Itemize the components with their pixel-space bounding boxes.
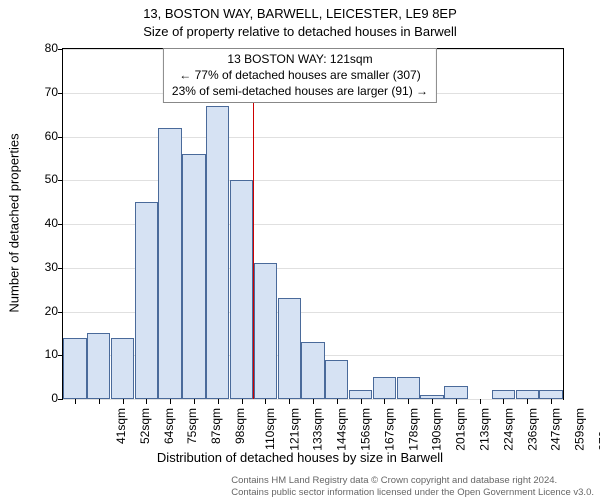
annotation-line-2: ← 77% of detached houses are smaller (30… xyxy=(172,67,428,83)
histogram-bar xyxy=(492,390,515,399)
xtick-mark xyxy=(265,399,266,404)
x-axis-label: Distribution of detached houses by size … xyxy=(0,450,600,465)
xtick-mark xyxy=(432,399,433,404)
xtick-mark xyxy=(503,399,504,404)
xtick-label: 178sqm xyxy=(406,408,420,451)
chart-subtitle: Size of property relative to detached ho… xyxy=(0,24,600,39)
ytick-label: 60 xyxy=(45,129,58,143)
chart-title: 13, BOSTON WAY, BARWELL, LEICESTER, LE9 … xyxy=(0,6,600,21)
chart-container: 13, BOSTON WAY, BARWELL, LEICESTER, LE9 … xyxy=(0,0,600,500)
xtick-label: 110sqm xyxy=(263,408,277,450)
xtick-label: 259sqm xyxy=(573,408,587,451)
histogram-bar xyxy=(349,390,372,399)
xtick-mark xyxy=(99,399,100,404)
histogram-bar xyxy=(444,386,467,399)
annotation-box: 13 BOSTON WAY: 121sqm ← 77% of detached … xyxy=(163,48,437,103)
histogram-bar xyxy=(278,298,301,399)
xtick-label: 167sqm xyxy=(383,408,397,451)
xtick-mark xyxy=(242,399,243,404)
annotation-line-3: 23% of semi-detached houses are larger (… xyxy=(172,83,428,99)
xtick-mark xyxy=(408,399,409,404)
xtick-mark xyxy=(146,399,147,404)
xtick-label: 52sqm xyxy=(138,408,152,444)
xtick-mark xyxy=(123,399,124,404)
histogram-bar xyxy=(325,360,348,399)
ytick-label: 80 xyxy=(45,41,58,55)
xtick-mark xyxy=(527,399,528,404)
xtick-label: 224sqm xyxy=(502,408,516,451)
histogram-bar xyxy=(397,377,420,399)
xtick-label: 75sqm xyxy=(185,408,199,444)
histogram-bar xyxy=(87,333,110,399)
xtick-mark xyxy=(361,399,362,404)
ytick-mark xyxy=(58,137,63,138)
ytick-mark xyxy=(58,399,63,400)
xtick-mark xyxy=(337,399,338,404)
xtick-label: 156sqm xyxy=(359,408,373,451)
ytick-mark xyxy=(58,268,63,269)
ytick-mark xyxy=(58,312,63,313)
histogram-bar xyxy=(111,338,134,399)
gridline xyxy=(63,137,563,138)
histogram-bar xyxy=(135,202,158,399)
xtick-mark xyxy=(218,399,219,404)
xtick-mark xyxy=(551,399,552,404)
xtick-label: 98sqm xyxy=(233,408,247,444)
xtick-label: 87sqm xyxy=(209,408,223,444)
xtick-mark xyxy=(289,399,290,404)
ytick-label: 30 xyxy=(45,260,58,274)
ytick-label: 70 xyxy=(45,85,58,99)
ytick-label: 0 xyxy=(51,391,58,405)
xtick-label: 41sqm xyxy=(114,408,128,444)
copyright-footer: Contains HM Land Registry data © Crown c… xyxy=(231,475,594,498)
xtick-label: 133sqm xyxy=(311,408,325,451)
xtick-mark xyxy=(170,399,171,404)
footer-line-2: Contains public sector information licen… xyxy=(231,487,594,498)
ytick-mark xyxy=(58,49,63,50)
ytick-mark xyxy=(58,224,63,225)
histogram-bar xyxy=(182,154,205,399)
xtick-label: 213sqm xyxy=(478,408,492,451)
xtick-label: 236sqm xyxy=(525,408,539,451)
xtick-mark xyxy=(75,399,76,404)
histogram-bar xyxy=(63,338,86,399)
gridline xyxy=(63,180,563,181)
xtick-label: 64sqm xyxy=(162,408,176,444)
xtick-label: 247sqm xyxy=(549,408,563,451)
xtick-mark xyxy=(194,399,195,404)
histogram-bar xyxy=(516,390,539,399)
xtick-label: 190sqm xyxy=(430,408,444,451)
y-axis-label: Number of detached properties xyxy=(7,133,22,312)
histogram-bar xyxy=(158,128,181,399)
ytick-label: 20 xyxy=(45,304,58,318)
histogram-bar xyxy=(206,106,229,399)
xtick-mark xyxy=(313,399,314,404)
ytick-label: 10 xyxy=(45,347,58,361)
histogram-bar xyxy=(373,377,396,399)
footer-line-1: Contains HM Land Registry data © Crown c… xyxy=(231,475,594,486)
xtick-mark xyxy=(456,399,457,404)
xtick-label: 201sqm xyxy=(454,408,468,451)
ytick-mark xyxy=(58,93,63,94)
histogram-bar xyxy=(254,263,277,399)
xtick-label: 121sqm xyxy=(287,408,301,451)
histogram-bar xyxy=(539,390,562,399)
ytick-label: 40 xyxy=(45,216,58,230)
ytick-mark xyxy=(58,180,63,181)
ytick-label: 50 xyxy=(45,172,58,186)
histogram-bar xyxy=(230,180,253,399)
xtick-mark xyxy=(384,399,385,404)
annotation-line-1: 13 BOSTON WAY: 121sqm xyxy=(172,51,428,67)
xtick-label: 144sqm xyxy=(335,408,349,451)
histogram-bar xyxy=(301,342,324,399)
xtick-mark xyxy=(480,399,481,404)
